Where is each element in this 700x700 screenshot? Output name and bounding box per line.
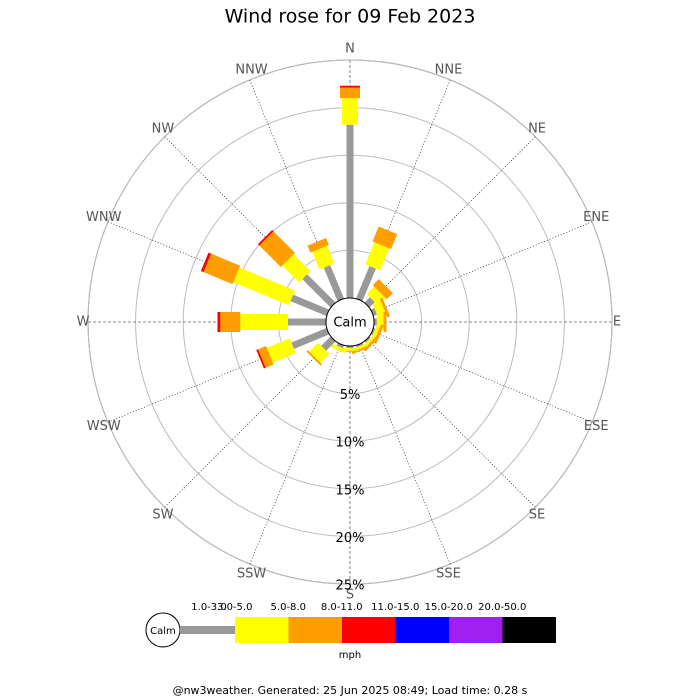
ring-tick-label: 10% [336,436,365,451]
rose-segment [290,294,330,317]
rose-segment [307,237,329,253]
rose-segment [379,297,391,318]
direction-label: SSE [436,567,461,582]
direction-label: WSW [87,419,121,434]
rose-segment [256,349,266,369]
legend-calm-label: Calm [150,626,176,637]
rose-segment [309,342,330,363]
rose-segment [366,286,386,306]
rose-segment [291,327,330,349]
rose-segment [352,342,369,352]
rose-segment [330,343,348,354]
chart-title: Wind rose for 09 Feb 2023 [225,6,476,28]
rose-segment [365,242,390,271]
direction-spoke [164,338,334,508]
calm-label: Calm [333,316,366,331]
direction-label: W [77,315,90,330]
rose-segment [351,344,371,355]
ring-tick-label: 20% [336,531,365,546]
direction-spoke [372,330,593,423]
rose-segment [259,231,295,267]
direction-spoke [372,221,593,314]
legend-swatch [449,617,503,643]
rose-segment [302,274,336,308]
direction-label: WNW [86,210,122,225]
rose-segment [282,254,311,283]
rose-segment [355,265,376,302]
legend-swatch [342,617,396,643]
direction-label: NNW [235,62,267,77]
rose-segment [321,336,336,351]
rose-segment [266,338,296,363]
legend-swatch [235,617,289,643]
rose-segment [323,265,345,302]
legend-swatch [502,617,556,643]
direction-label: SW [152,508,173,523]
direction-label: SSW [237,567,267,582]
direction-label: S [346,588,354,603]
rose-segment [372,226,398,250]
rose-segment [306,350,322,366]
rose-segment [370,324,381,341]
direction-spoke [358,344,451,565]
rose-segment [362,334,376,348]
rose-segment [233,267,295,306]
legend-swatch [288,617,342,643]
rose-segment [364,297,375,308]
direction-label: N [345,42,355,57]
direction-spoke [366,136,536,306]
rose-segment [258,345,274,368]
rose-segment [200,252,212,273]
direction-spoke [249,344,342,565]
legend-unit: mph [339,650,361,661]
direction-label: SE [529,508,545,523]
direction-label: ESE [584,419,609,434]
rose-segment [257,229,274,246]
footer: @nw3weather. Generated: 25 Jun 2025 08:4… [173,684,528,697]
ring-tick-label: 15% [336,483,365,498]
legend-label: 3.0-5.0 [217,602,252,613]
rose-segment [363,335,380,352]
legend-swatch [395,617,449,643]
rose-segment [203,253,241,285]
calm-circle [325,297,375,347]
rose-segment [372,300,387,319]
rose-segment [370,308,378,317]
direction-spoke [366,338,536,508]
rose-segment [372,279,393,300]
legend-label: 11.0-15.0 [371,602,419,613]
rose-segment [312,245,335,270]
legend-label: 5.0-8.0 [271,602,306,613]
legend-label: 15.0-20.0 [425,602,473,613]
direction-label: ENE [583,210,609,225]
direction-label: NW [152,121,175,136]
rose-segment [373,324,384,344]
direction-label: E [613,315,621,330]
ring-tick-label: 5% [340,388,361,403]
legend-label: 20.0-50.0 [478,602,526,613]
legend-label: 8.0-11.0 [321,602,363,613]
direction-label: NNE [435,62,463,77]
legend-label: 1.0-3.0 [191,602,226,613]
ring-tick-label: 25% [336,579,365,594]
direction-label: NE [528,121,546,136]
